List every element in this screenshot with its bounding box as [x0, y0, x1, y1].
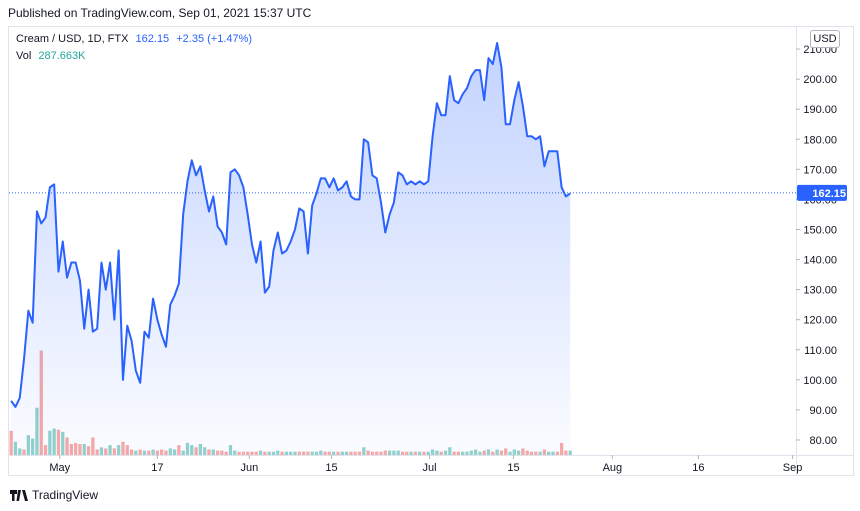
- price-line: [10, 42, 571, 408]
- published-caption: Published on TradingView.com, Sep 01, 20…: [8, 6, 312, 20]
- x-tick-label: Aug: [603, 462, 623, 474]
- legend-volume-row: Vol 287.663K: [16, 50, 89, 62]
- tradingview-logo-icon: [10, 489, 28, 501]
- y-tick-label: 80.00: [809, 435, 837, 447]
- y-tick-label: 200.00: [803, 74, 837, 86]
- x-tick-label: 15: [507, 462, 519, 474]
- volume-bar: [568, 450, 572, 455]
- price-change-value: +2.35 (+1.47%): [176, 33, 253, 45]
- last-price-badge-label: 162.15: [812, 188, 846, 200]
- y-tick-label: 120.00: [803, 315, 837, 327]
- y-tick-label: 190.00: [803, 104, 837, 116]
- x-tick-label: 16: [692, 462, 704, 474]
- y-tick-label: 140.00: [803, 255, 837, 267]
- currency-button[interactable]: USD: [810, 30, 840, 48]
- volume-value: 287.663K: [38, 50, 86, 62]
- legend-symbol-row: Cream / USD, 1D, FTX 162.15 +2.35 (+1.47…: [16, 33, 256, 45]
- last-price-badge: 162.15: [797, 184, 847, 201]
- time-axis[interactable]: May 17 Jun 15 Jul 15 Aug 16 Sep: [9, 455, 853, 474]
- price-area-fill: [11, 43, 571, 455]
- last-price-value: 162.15: [135, 33, 170, 45]
- x-tick-label: 17: [151, 462, 163, 474]
- y-tick-label: 100.00: [803, 375, 837, 387]
- chart-frame: [8, 26, 854, 476]
- footer-brand: TradingView: [10, 488, 98, 502]
- y-tick-label: 130.00: [803, 285, 837, 297]
- x-tick-label: Sep: [783, 462, 803, 474]
- footer-brand-label: TradingView: [32, 488, 99, 502]
- volume-label[interactable]: Vol: [16, 50, 32, 62]
- x-tick-label: 15: [325, 462, 337, 474]
- y-tick-label: 150.00: [803, 224, 837, 236]
- x-tick-label: Jul: [423, 462, 437, 474]
- price-axis[interactable]: 80.00 90.00 100.00 110.00 120.00 130.00 140.00…: [796, 27, 837, 475]
- symbol-label[interactable]: Cream / USD, 1D, FTX: [16, 33, 129, 45]
- y-tick-label: 90.00: [809, 405, 837, 417]
- y-tick-label: 170.00: [803, 164, 837, 176]
- x-tick-label: Jun: [241, 462, 259, 474]
- x-tick-label: May: [49, 462, 70, 474]
- last-price-badge-bg: [797, 184, 847, 201]
- y-tick-label: 180.00: [803, 134, 837, 146]
- y-tick-label: 110.00: [804, 345, 837, 357]
